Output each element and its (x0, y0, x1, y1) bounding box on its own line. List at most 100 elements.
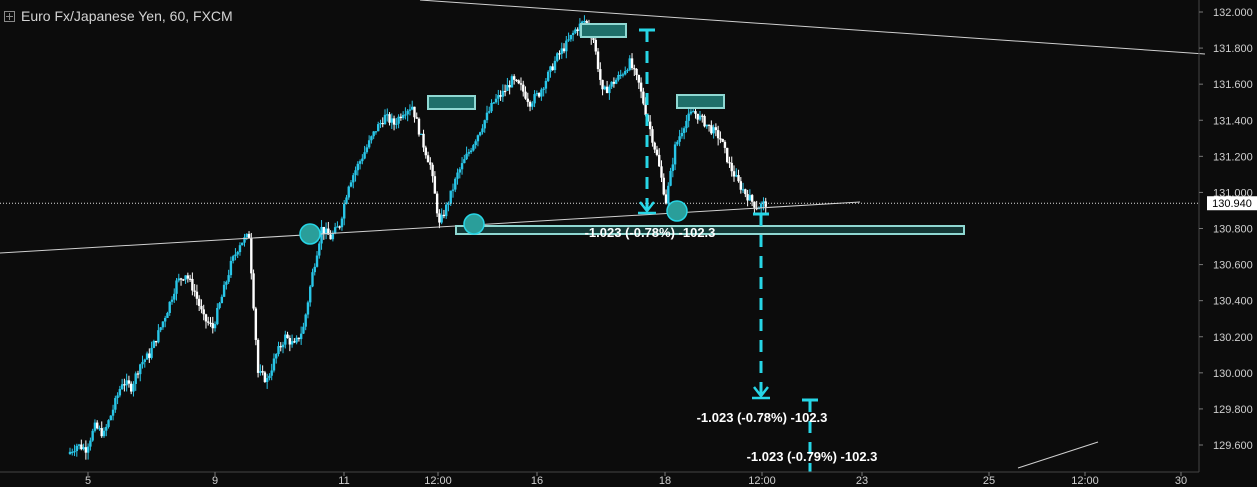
candle-down (288, 338, 292, 345)
candle-down (596, 51, 600, 70)
candle-up (483, 120, 486, 129)
candle-up (170, 299, 174, 302)
candle-up (318, 243, 321, 256)
candle-up (603, 86, 607, 90)
candle-down (651, 129, 654, 143)
candle-up (374, 131, 378, 133)
candle-down (381, 122, 384, 125)
candle-down (399, 116, 403, 119)
candle-up (760, 203, 763, 208)
candle-down (753, 201, 756, 208)
time-tick-label: 12:00 (424, 475, 452, 487)
candle-up (336, 226, 339, 228)
candle-up (463, 159, 466, 164)
candle-down (644, 103, 647, 115)
candle-up (580, 21, 584, 24)
candle-up (358, 161, 362, 164)
candle-down (417, 118, 421, 135)
candle-down (728, 162, 731, 164)
candle-up (735, 175, 738, 177)
candle-up (685, 120, 688, 129)
candle-up (449, 190, 452, 204)
candle-down (515, 79, 518, 81)
candle-up (454, 178, 457, 190)
candles-layer (68, 15, 767, 460)
candle-up (390, 118, 394, 123)
candle-up (682, 128, 686, 133)
price-axis: 132.000131.800131.600131.400131.200131.0… (1198, 0, 1257, 472)
measure-1-arrowhead (639, 201, 655, 214)
candle-up (173, 293, 176, 300)
candle-down (642, 91, 645, 104)
candle-down (764, 201, 767, 207)
candle-up (567, 39, 570, 41)
candle-up (712, 127, 715, 134)
candle-up (444, 204, 448, 217)
candle-down (279, 346, 282, 348)
candle-down (508, 85, 511, 88)
candle-up (241, 242, 244, 246)
candle-down (639, 82, 643, 92)
candle-up (460, 163, 464, 170)
candle-up (236, 252, 239, 255)
candle-up (290, 341, 294, 345)
candle-up (222, 284, 226, 297)
candle-up (377, 124, 380, 132)
candle-down (179, 278, 183, 280)
candle-down (136, 373, 140, 375)
candle-up (163, 317, 167, 322)
candle-up (159, 327, 162, 331)
candle-down (433, 176, 437, 194)
candle-up (311, 272, 314, 287)
candle-down (537, 93, 541, 97)
candle-down (637, 75, 641, 83)
candle-down (84, 447, 88, 453)
current-price-label: 130.940 (1212, 198, 1252, 210)
candle-up (145, 353, 149, 360)
candle-up (268, 375, 271, 379)
candle-up (161, 321, 165, 328)
candle-down (726, 147, 729, 163)
candle-down (585, 20, 588, 25)
candle-up (168, 301, 171, 313)
candle-down (592, 38, 595, 40)
candle-up (213, 324, 217, 329)
candle-up (678, 136, 681, 142)
candle-up (134, 373, 137, 384)
candle-up (531, 103, 534, 107)
candle-up (324, 228, 328, 234)
candle-up (107, 420, 110, 427)
candle-up (141, 361, 144, 365)
time-tick-label: 12:00 (748, 475, 776, 487)
candle-up (467, 152, 471, 154)
candle-up (490, 103, 493, 112)
candle-up (313, 266, 316, 273)
candle-down (442, 214, 446, 217)
candle-up (569, 34, 573, 40)
candle-down (254, 308, 258, 340)
expand-icon[interactable] (4, 10, 15, 22)
candle-up (68, 451, 72, 455)
candle-up (281, 344, 285, 348)
candle-down (250, 238, 253, 274)
candle-up (698, 115, 702, 120)
candle-up (184, 275, 187, 280)
candle-down (431, 164, 434, 177)
time-axis: 5 9 11 12:00 16 18 12:00 23 25 12:00 30 (0, 471, 1199, 487)
candle-up (102, 430, 106, 437)
candle-up (762, 201, 765, 204)
candle-up (397, 116, 400, 124)
candle-up (451, 189, 455, 191)
candle-up (488, 111, 491, 113)
candle-up (741, 189, 745, 191)
candle-up (447, 203, 450, 205)
candle-up (553, 60, 557, 71)
candle-up (349, 182, 353, 187)
upper-trendline (419, 0, 1206, 55)
candle-up (270, 370, 273, 376)
candle-up (309, 286, 312, 303)
candle-up (510, 76, 514, 88)
candle-down (721, 138, 724, 142)
candle-up (546, 71, 550, 81)
